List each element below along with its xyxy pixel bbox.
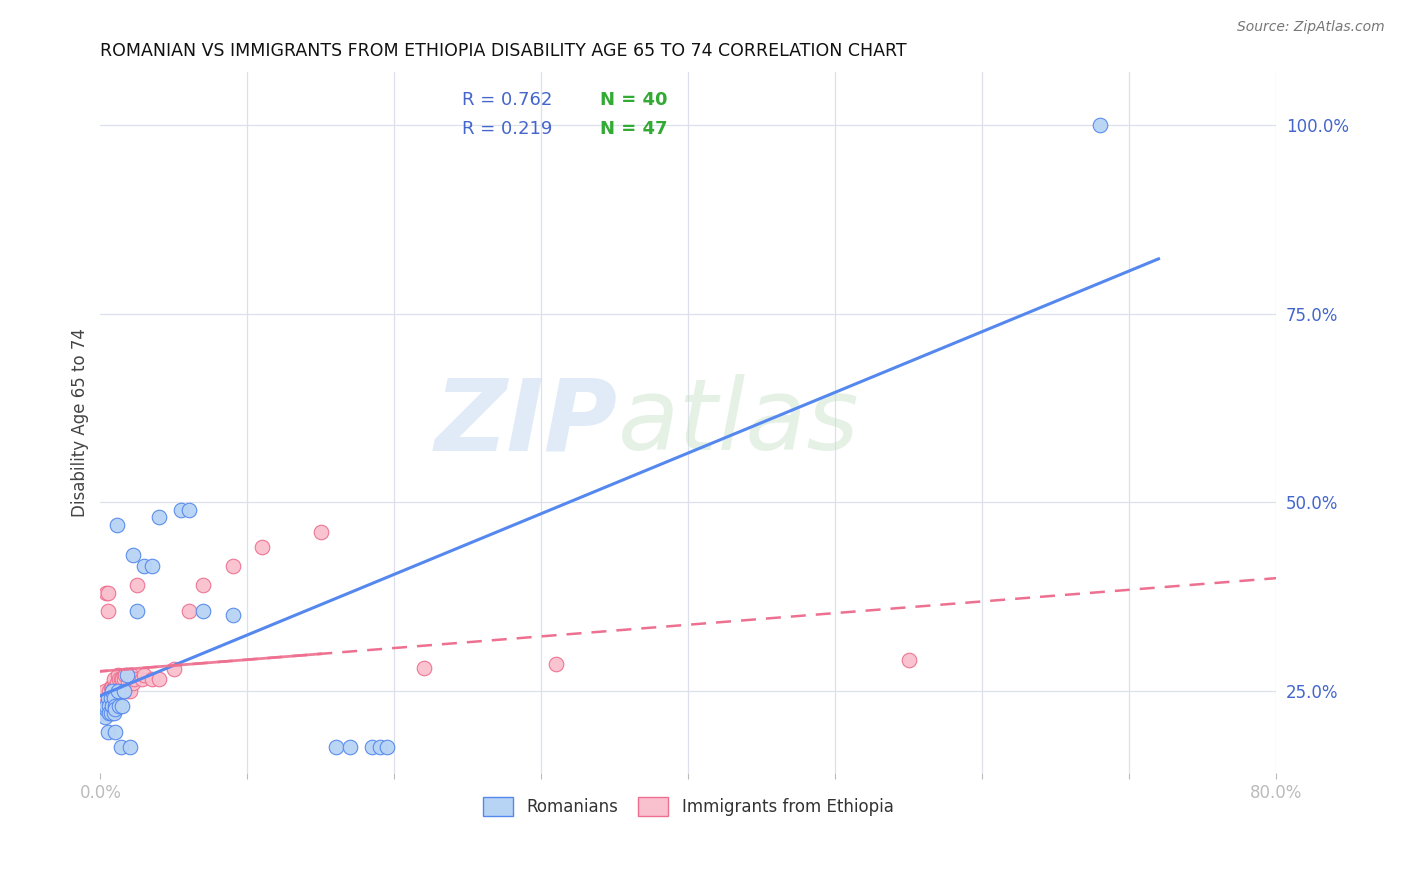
Point — [134, 668, 156, 682]
Point — [100, 698, 122, 713]
Point — [127, 578, 149, 592]
Point — [115, 683, 138, 698]
Point — [105, 676, 128, 690]
Point — [103, 706, 125, 720]
Point — [163, 662, 186, 676]
Point — [1088, 118, 1111, 132]
Point — [108, 698, 131, 713]
Point — [112, 672, 135, 686]
Point — [115, 668, 138, 682]
Point — [375, 740, 398, 755]
Point — [141, 559, 163, 574]
Point — [103, 672, 125, 686]
Point — [339, 740, 361, 755]
Point — [96, 706, 118, 720]
Point — [309, 525, 332, 540]
Point — [177, 502, 200, 516]
Point — [131, 672, 153, 686]
Point — [94, 710, 117, 724]
Point — [118, 740, 141, 755]
Point — [96, 585, 118, 599]
Text: ROMANIAN VS IMMIGRANTS FROM ETHIOPIA DISABILITY AGE 65 TO 74 CORRELATION CHART: ROMANIAN VS IMMIGRANTS FROM ETHIOPIA DIS… — [100, 42, 907, 60]
Point — [100, 706, 122, 720]
Point — [107, 668, 129, 682]
Point — [368, 740, 391, 755]
Point — [98, 706, 121, 720]
Point — [101, 706, 124, 720]
Point — [100, 680, 122, 694]
Point — [101, 680, 124, 694]
Point — [250, 541, 273, 555]
Point — [110, 672, 132, 686]
Point — [104, 698, 127, 713]
Point — [97, 691, 120, 706]
Point — [97, 604, 120, 618]
Point — [134, 559, 156, 574]
Point — [107, 683, 129, 698]
Point — [141, 672, 163, 686]
Point — [100, 691, 122, 706]
Point — [122, 672, 145, 686]
Point — [104, 725, 127, 739]
Text: R = 0.762: R = 0.762 — [463, 91, 553, 110]
Point — [177, 604, 200, 618]
Point — [193, 578, 215, 592]
Point — [221, 608, 243, 623]
Point — [148, 510, 170, 524]
Text: N = 40: N = 40 — [600, 91, 668, 110]
Point — [148, 672, 170, 686]
Point — [91, 698, 114, 713]
Point — [103, 691, 125, 706]
Point — [104, 680, 127, 694]
Text: ZIP: ZIP — [434, 375, 617, 472]
Point — [221, 559, 243, 574]
Point — [91, 706, 114, 720]
Point — [101, 683, 124, 698]
Point — [96, 702, 118, 716]
Point — [118, 683, 141, 698]
Point — [117, 676, 139, 690]
Point — [544, 657, 567, 672]
Point — [121, 548, 143, 562]
Y-axis label: Disability Age 65 to 74: Disability Age 65 to 74 — [72, 328, 89, 517]
Point — [105, 691, 128, 706]
Point — [98, 683, 121, 698]
Point — [103, 698, 125, 713]
Point — [112, 683, 135, 698]
Point — [108, 672, 131, 686]
Point — [114, 668, 136, 682]
Point — [94, 683, 117, 698]
Point — [111, 672, 134, 686]
Point — [121, 676, 143, 690]
Point — [101, 698, 124, 713]
Text: N = 47: N = 47 — [600, 120, 668, 138]
Point — [97, 585, 120, 599]
Point — [97, 725, 120, 739]
Point — [104, 702, 127, 716]
Text: R = 0.219: R = 0.219 — [463, 120, 553, 138]
Point — [325, 740, 347, 755]
Point — [105, 517, 128, 532]
Point — [103, 680, 125, 694]
Point — [412, 661, 434, 675]
Point — [193, 604, 215, 618]
Point — [101, 691, 124, 706]
Point — [127, 604, 149, 618]
Point — [98, 698, 121, 713]
Point — [98, 706, 121, 720]
Point — [110, 740, 132, 755]
Point — [120, 668, 142, 682]
Legend: Romanians, Immigrants from Ethiopia: Romanians, Immigrants from Ethiopia — [475, 789, 901, 825]
Point — [170, 502, 193, 516]
Point — [361, 740, 384, 755]
Text: Source: ZipAtlas.com: Source: ZipAtlas.com — [1237, 20, 1385, 34]
Point — [104, 698, 127, 713]
Point — [96, 698, 118, 713]
Text: atlas: atlas — [617, 375, 859, 472]
Point — [897, 653, 920, 667]
Point — [111, 698, 134, 713]
Point — [111, 680, 134, 694]
